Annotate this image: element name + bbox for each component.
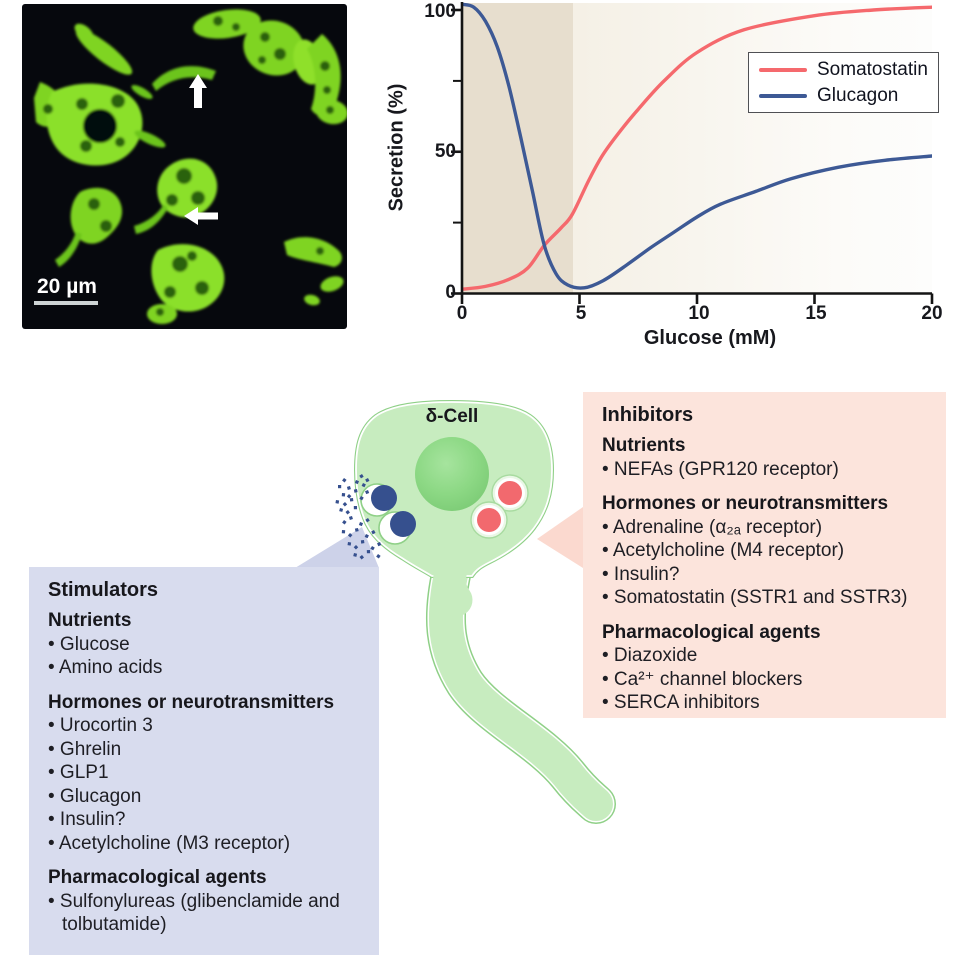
hypoglycaemia-shaded-band (462, 3, 573, 294)
bullet-item: • Diazoxide (602, 645, 698, 666)
bullet-item: • Glucagon (48, 785, 142, 807)
stimulators-callout-wedge (295, 527, 379, 568)
glucagon-line-swatch (759, 94, 807, 98)
xtick-5: 5 (575, 303, 587, 324)
legend-label: Glucagon (817, 85, 899, 106)
bullet-item: • Insulin? (48, 809, 126, 830)
ytick-0: 0 (445, 282, 456, 303)
xtick-0: 0 (456, 303, 468, 324)
bullet-item: • Glucose (48, 633, 130, 655)
bullet-item: • Somatostatin (SSTR1 and SSTR3) (602, 587, 908, 608)
bullet-item: • GLP1 (48, 762, 109, 783)
ring-cell-hole (83, 109, 117, 143)
somatostatin-curve (462, 5, 932, 291)
docked-granules (470, 474, 529, 539)
section-header: Pharmacological agents (602, 621, 821, 643)
granule-red (477, 508, 501, 532)
ytick-50: 50 (434, 141, 456, 162)
bullet-item: • Insulin? (602, 563, 680, 585)
section-header: Pharmacological agents (48, 867, 267, 888)
ytick-100: 100 (424, 1, 456, 22)
stimulators-sections: Nutrients • Glucose • Amino acids Hormones … (48, 609, 365, 937)
granule-red (498, 481, 522, 505)
cell-tail (425, 550, 616, 824)
xtick-20: 20 (921, 303, 943, 324)
neck-junction-patch (433, 545, 473, 617)
bullet-item: • Amino acids (48, 657, 163, 678)
box-section: Nutrients • Glucose • Amino acids (48, 609, 365, 680)
nucleus (415, 437, 489, 511)
inhibitors-sections: Nutrients • NEFAs (GPR120 receptor) Hormon… (602, 434, 932, 715)
section-header: Hormones or neurotransmitters (48, 691, 335, 713)
bullet-item: • Ghrelin (48, 738, 122, 760)
bullet-item: • Adrenaline (α₂ₐ receptor) (602, 516, 823, 538)
box-section: Hormones or neurotransmitters • Adrenalin… (602, 492, 932, 610)
somatostatin-line-swatch (759, 68, 807, 72)
glucagon-curve (462, 2, 932, 290)
cell-label: δ-Cell (425, 406, 479, 427)
x-axis-title: Glucose (mM) (643, 327, 777, 349)
chart-legend: Somatostatin Glucagon (748, 52, 939, 113)
secretion-chart (451, 2, 934, 304)
inhibitors-title: Inhibitors (602, 404, 694, 426)
delta-cells-green-blobs (34, 9, 347, 324)
section-header: Nutrients (48, 610, 132, 631)
box-section: Hormones or neurotransmitters • Urocortin… (48, 691, 365, 856)
fluorescence-micrograph: 20 µm (22, 4, 347, 329)
bullet-item: • Urocortin 3 (48, 715, 153, 736)
bullet-item: • Sulfonylureas (glibenclamide and tolbu… (48, 890, 340, 936)
section-header: Nutrients (602, 435, 686, 456)
somatostatin-granule-blue (371, 485, 397, 511)
box-section: Pharmacological agents • Diazoxide • Ca²⁺ … (602, 621, 932, 715)
scale-bar (34, 301, 98, 305)
arrow-up-icon (189, 74, 207, 108)
cell-nuclei-spots (43, 16, 334, 316)
bullet-item: • NEFAs (GPR120 receptor) (602, 458, 839, 480)
box-section: Nutrients • NEFAs (GPR120 receptor) (602, 434, 932, 481)
axes (451, 2, 934, 304)
bullet-item: • Acetylcholine (M3 receptor) (48, 832, 291, 854)
exocytosis-sites (335, 474, 416, 560)
bullet-item: • SERCA inhibitors (602, 692, 760, 713)
curves (462, 2, 932, 291)
xtick-15: 15 (805, 303, 827, 324)
secreted-molecule-dots (335, 474, 382, 560)
arrow-left-icon (184, 207, 218, 225)
legend-entry-glucagon: Glucagon (749, 83, 938, 109)
somatostatin-granule-blue (390, 511, 416, 537)
scale-bar-label: 20 µm (37, 275, 97, 298)
bullet-item: • Acetylcholine (M4 receptor) (602, 540, 845, 561)
delta-cell-diagram (335, 399, 616, 824)
legend-label: Somatostatin (817, 59, 928, 80)
stimulators-title: Stimulators (48, 579, 159, 601)
bullet-item: • Ca²⁺ channel blockers (602, 668, 803, 690)
legend-entry-somatostatin: Somatostatin (749, 57, 938, 83)
box-section: Pharmacological agents • Sulfonylureas (g… (48, 866, 365, 937)
inhibitors-callout-wedge (537, 507, 583, 568)
inhibitors-box: Inhibitors Nutrients • NEFAs (GPR120 rece… (583, 392, 946, 718)
y-axis-title: Secretion (%) (385, 83, 408, 212)
xtick-10: 10 (688, 303, 710, 324)
stimulators-box: Stimulators Nutrients • Glucose • Amino ac… (29, 567, 379, 955)
section-header: Hormones or neurotransmitters (602, 493, 889, 514)
